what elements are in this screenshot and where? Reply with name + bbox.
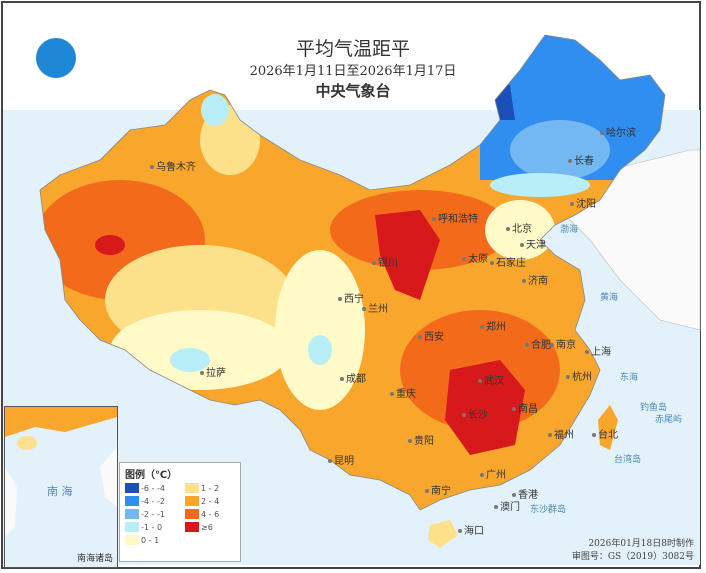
city-label: 香港 xyxy=(512,486,538,501)
legend-item: -2 - -1 xyxy=(125,509,185,519)
sea-label: 东沙群岛 xyxy=(530,505,567,515)
city-label: 天津 xyxy=(520,236,546,251)
city-label: 北京 xyxy=(506,220,532,235)
city-label: 长春 xyxy=(568,152,594,167)
city-label: 哈尔滨 xyxy=(600,124,636,139)
city-label: 南宁 xyxy=(425,482,451,497)
city-label: 合肥 xyxy=(525,336,551,351)
city-label: 南京 xyxy=(550,336,576,351)
legend-label: -1 - 0 xyxy=(141,522,163,532)
legend-label: -6 - -4 xyxy=(141,483,165,493)
legend-swatch xyxy=(125,522,139,532)
legend-swatch xyxy=(125,509,139,519)
sea-label: 钓鱼岛 xyxy=(640,403,668,413)
legend-heading: 图例（℃） xyxy=(125,470,178,481)
legend-label: 0 - 1 xyxy=(141,535,160,545)
legend-swatch xyxy=(185,483,199,493)
city-label: 西安 xyxy=(418,328,444,343)
city-label: 郑州 xyxy=(480,318,506,333)
legend-item: 4 - 6 xyxy=(185,509,243,519)
legend-swatch xyxy=(185,522,199,532)
legend-item: 2 - 4 xyxy=(185,496,243,506)
city-label: 昆明 xyxy=(328,452,354,467)
city-label: 沈阳 xyxy=(570,195,596,210)
legend-swatch xyxy=(125,483,139,493)
legend-label: -2 - -1 xyxy=(141,509,165,519)
city-label: 澳门 xyxy=(494,498,520,513)
legend-item: -4 - -2 xyxy=(125,496,185,506)
date-range: 2026年1月11日至2026年1月17日 xyxy=(249,64,457,79)
city-label: 福州 xyxy=(548,426,574,441)
sea-label: 东海 xyxy=(620,373,639,383)
city-label: 贵阳 xyxy=(408,432,434,447)
city-label: 杭州 xyxy=(566,368,592,383)
city-label: 长沙 xyxy=(462,406,488,421)
city-label: 兰州 xyxy=(362,300,388,315)
city-label: 重庆 xyxy=(390,385,416,400)
city-label: 济南 xyxy=(522,272,548,287)
legend-item: ≥6 xyxy=(185,522,243,532)
legend-label: 1 - 2 xyxy=(201,483,220,493)
legend-item: -1 - 0 xyxy=(125,522,185,532)
map-approval-number: 审图号：GS（2019）3082号 xyxy=(571,552,694,562)
legend-swatch xyxy=(185,496,199,506)
sea-label: 黄海 xyxy=(600,293,619,303)
city-label: 海口 xyxy=(458,522,484,537)
inset-sea-label: 南 海 xyxy=(47,485,73,498)
south-china-sea-inset: 南 海 南海诸岛 xyxy=(4,406,118,568)
city-label: 拉萨 xyxy=(200,364,226,379)
inset-label: 南海诸岛 xyxy=(76,554,113,564)
map-title: 平均气温距平 xyxy=(295,38,410,60)
legend-swatch xyxy=(185,509,199,519)
legend-swatch xyxy=(125,535,139,545)
city-label: 呼和浩特 xyxy=(432,210,478,225)
sea-label: 赤尾屿 xyxy=(655,415,683,425)
legend-item: -6 - -4 xyxy=(125,483,185,493)
sea-label: 渤海 xyxy=(560,225,579,235)
legend-swatch xyxy=(125,496,139,506)
city-label: 乌鲁木齐 xyxy=(150,158,196,173)
city-label: 成都 xyxy=(340,370,366,385)
legend-label: -4 - -2 xyxy=(141,496,165,506)
legend-item: 1 - 2 xyxy=(185,483,243,493)
city-label: 西宁 xyxy=(338,290,364,305)
legend-label: 4 - 6 xyxy=(201,509,220,519)
legend-label: ≥6 xyxy=(201,522,213,532)
sea-label: 台湾岛 xyxy=(614,455,642,465)
production-time: 2026年01月18日8时制作 xyxy=(588,539,694,549)
city-label: 南昌 xyxy=(512,400,538,415)
legend-label: 2 - 4 xyxy=(201,496,220,506)
city-label: 台北 xyxy=(592,426,618,441)
legend: 图例（℃） -6 - -4 1 - 2 -4 - -2 2 - 4 -2 - -1 4 -… xyxy=(119,462,241,562)
cma-logo xyxy=(36,38,76,78)
city-label: 银川 xyxy=(372,254,398,269)
city-label: 石家庄 xyxy=(490,254,526,269)
legend-item: 0 - 1 xyxy=(125,535,185,545)
city-label: 武汉 xyxy=(478,372,504,387)
city-label: 广州 xyxy=(480,466,506,481)
city-label: 太原 xyxy=(462,250,488,265)
city-label: 上海 xyxy=(585,343,611,358)
agency: 中央气象台 xyxy=(315,82,391,100)
